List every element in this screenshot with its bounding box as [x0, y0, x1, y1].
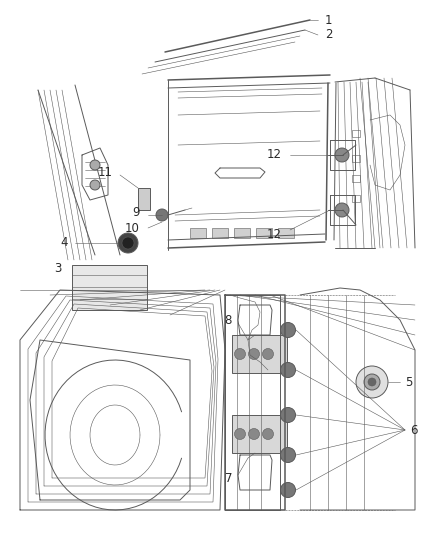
- Bar: [278, 228, 294, 238]
- Text: 12: 12: [267, 229, 282, 241]
- Bar: [234, 228, 250, 238]
- Circle shape: [262, 349, 273, 359]
- Circle shape: [234, 429, 246, 440]
- Circle shape: [262, 429, 273, 440]
- Circle shape: [90, 160, 100, 170]
- Text: 12: 12: [267, 149, 282, 161]
- Circle shape: [335, 203, 349, 217]
- Circle shape: [335, 148, 349, 162]
- Text: 10: 10: [125, 222, 140, 235]
- Circle shape: [280, 362, 296, 377]
- Text: 11: 11: [98, 166, 113, 180]
- Bar: [256, 228, 272, 238]
- Circle shape: [280, 482, 296, 497]
- Bar: [232, 335, 287, 373]
- Circle shape: [248, 429, 259, 440]
- Text: 7: 7: [225, 472, 232, 484]
- Text: 5: 5: [405, 376, 412, 389]
- Text: 3: 3: [55, 262, 62, 275]
- Circle shape: [90, 180, 100, 190]
- Text: 9: 9: [133, 206, 140, 220]
- Circle shape: [122, 237, 134, 249]
- Bar: [352, 130, 360, 137]
- Circle shape: [248, 349, 259, 359]
- FancyBboxPatch shape: [138, 188, 150, 210]
- Text: 8: 8: [225, 313, 232, 327]
- Text: 6: 6: [410, 424, 417, 437]
- Circle shape: [280, 408, 296, 423]
- Circle shape: [356, 366, 388, 398]
- Circle shape: [156, 209, 168, 221]
- Text: 4: 4: [60, 237, 68, 249]
- Bar: [352, 155, 360, 162]
- Circle shape: [368, 378, 376, 386]
- Text: 1: 1: [325, 13, 332, 27]
- Circle shape: [280, 322, 296, 337]
- Bar: [212, 228, 228, 238]
- Bar: [72, 265, 147, 310]
- Circle shape: [364, 374, 380, 390]
- Circle shape: [234, 349, 246, 359]
- Bar: [190, 228, 206, 238]
- Bar: [232, 415, 287, 453]
- Bar: [352, 175, 360, 182]
- Circle shape: [118, 233, 138, 253]
- Bar: [352, 195, 360, 202]
- Circle shape: [280, 448, 296, 463]
- Text: 2: 2: [325, 28, 332, 42]
